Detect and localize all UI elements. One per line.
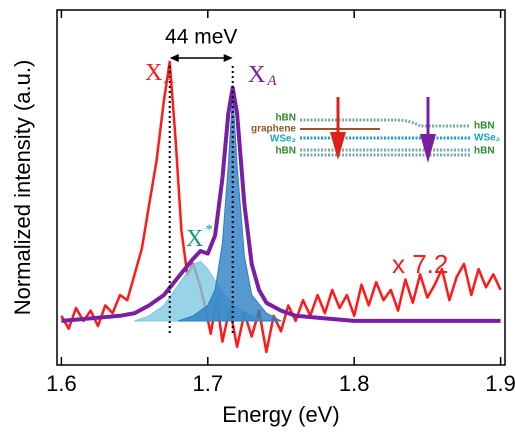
inset-label: hBN: [275, 146, 296, 157]
annotation-text: X: [145, 60, 162, 86]
annotation-subscript: A: [163, 71, 174, 87]
inset-label: hBN: [275, 113, 296, 124]
arrow-head: [223, 54, 233, 62]
inset-label: graphene: [251, 124, 296, 135]
annotation-superscript: *: [205, 222, 213, 238]
fit-peak: [178, 92, 282, 322]
x-tick-label: 1.7: [193, 371, 224, 396]
inset-label: WSe₂: [270, 134, 296, 145]
x-tick-label: 1.8: [339, 371, 370, 396]
y-axis-label: Normalized intensity (a.u.): [10, 60, 35, 316]
splitting-label: 44 meV: [165, 26, 237, 49]
spectrum-line: [61, 85, 501, 323]
x-tick-label: 1.6: [46, 371, 77, 396]
annotation: x 7.2: [392, 249, 448, 279]
inset-label: hBN: [474, 146, 495, 157]
spectrum-line: [60, 60, 502, 354]
annotation-text: X: [186, 226, 203, 252]
arrow-head: [169, 54, 179, 62]
x-axis-label: Energy (eV): [222, 402, 339, 427]
inset-label: WSe₂: [474, 133, 500, 144]
annotation-text: x 7.2: [392, 249, 448, 279]
annotation-subscript: A: [266, 73, 277, 89]
x-tick-label: 1.9: [485, 371, 515, 396]
plot-frame: [56, 9, 506, 366]
annotation-text: X: [248, 62, 265, 88]
annotation: X *: [186, 222, 213, 251]
inset-schematic: [300, 97, 470, 163]
inset-label: hBN: [474, 121, 495, 132]
